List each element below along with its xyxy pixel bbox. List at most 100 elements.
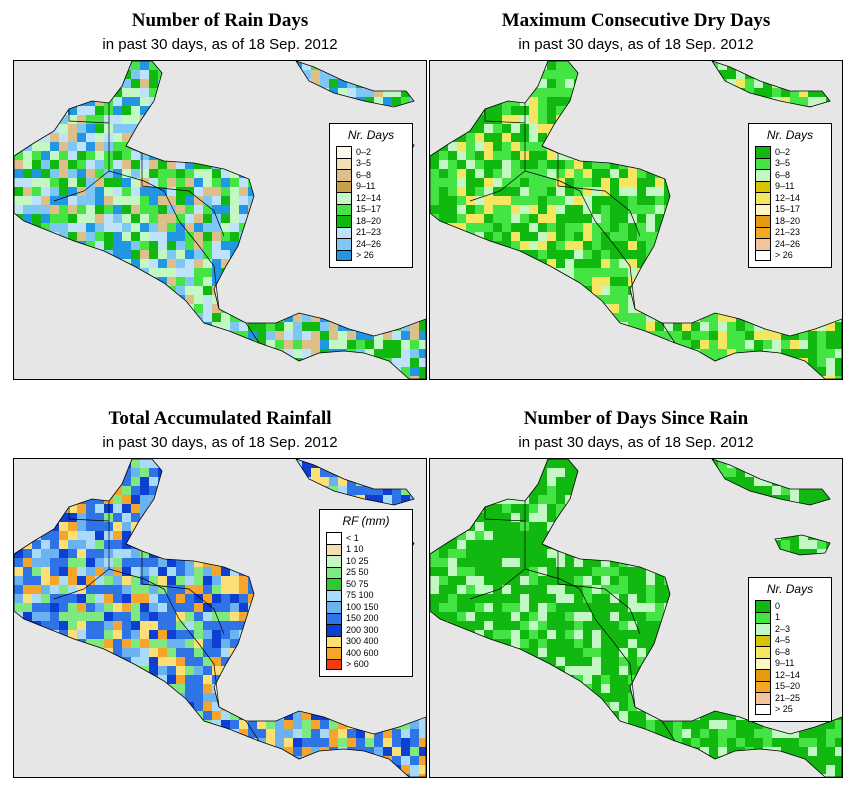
legend-label: < 1 — [346, 532, 359, 543]
legend-swatch — [755, 646, 771, 658]
legend-entry: 200 300 — [326, 624, 406, 636]
legend-entry: 0–2 — [336, 146, 406, 158]
legend-swatch — [755, 611, 771, 623]
panel-days-since-rain: Number of Days Since Rain in past 30 day… — [429, 398, 843, 778]
panel-title: Number of Days Since Rain — [523, 408, 749, 429]
legend-entry: 9–11 — [755, 657, 825, 669]
legend-label: 12–14 — [356, 192, 382, 203]
legend-label: 24–26 — [356, 238, 382, 249]
legend-swatch — [755, 634, 771, 646]
legend-label: 150 200 — [346, 613, 379, 624]
legend-label: 12–14 — [775, 192, 801, 203]
map-legend: Nr. Days 0–2 3–5 6–8 9–11 12–14 15–17 18–20 21–… — [748, 123, 832, 268]
panel-max-dry-days: Maximum Consecutive Dry Days in past 30 … — [429, 0, 843, 380]
legend-entry: 150 200 — [326, 612, 406, 624]
legend-swatch — [336, 180, 352, 192]
legend-entry: 21–25 — [755, 692, 825, 704]
legend-swatch — [326, 658, 342, 670]
legend-swatch — [326, 532, 342, 544]
legend-label: 18–20 — [775, 215, 801, 226]
legend-entry: 4–5 — [755, 634, 825, 646]
legend-swatch — [755, 226, 771, 238]
legend-entry: 21–23 — [336, 226, 406, 238]
legend-swatch — [755, 623, 771, 635]
legend-label: 9–11 — [356, 181, 376, 192]
legend-swatch — [326, 566, 342, 578]
legend-label: 6–8 — [775, 169, 791, 180]
legend-label: 3–5 — [775, 158, 791, 169]
legend-entry: 400 600 — [326, 647, 406, 659]
map-frame: Nr. Days 0–2 3–5 6–8 9–11 12–14 15–17 18–20 21–… — [13, 60, 427, 380]
legend-entry: 15–20 — [755, 680, 825, 692]
legend-swatch — [336, 238, 352, 250]
legend-label: 10 25 — [346, 555, 369, 566]
legend-swatch — [326, 543, 342, 555]
legend-label: 6–8 — [356, 169, 372, 180]
legend-swatch — [326, 578, 342, 590]
map-frame: Nr. Days 0–2 3–5 6–8 9–11 12–14 15–17 18–20 21–… — [429, 60, 843, 380]
legend-label: 1 10 — [346, 544, 364, 555]
map-canvas — [430, 61, 842, 379]
legend-label: 9–11 — [775, 658, 795, 669]
map-canvas — [14, 61, 426, 379]
legend-label: 0 — [775, 600, 781, 611]
legend-label: 200 300 — [346, 624, 379, 635]
legend-entry: 3–5 — [336, 157, 406, 169]
legend-entry: > 26 — [755, 249, 825, 261]
legend-entry: > 26 — [336, 249, 406, 261]
legend-label: 4–5 — [775, 635, 791, 646]
panel-subtitle: in past 30 days, as of 18 Sep. 2012 — [518, 434, 754, 451]
legend-entry: 18–20 — [336, 215, 406, 227]
legend-entry: 50 75 — [326, 578, 406, 590]
legend-swatch — [755, 249, 771, 261]
legend-entry: 6–8 — [755, 646, 825, 658]
legend-swatch — [326, 635, 342, 647]
legend-swatch — [755, 180, 771, 192]
legend-swatch — [336, 157, 352, 169]
legend-label: 15–17 — [775, 204, 801, 215]
legend-swatch — [755, 215, 771, 227]
legend-swatch — [326, 612, 342, 624]
panel-title: Total Accumulated Rainfall — [108, 408, 332, 429]
legend-entry: > 600 — [326, 658, 406, 670]
legend-entry: 300 400 — [326, 635, 406, 647]
legend-entry: 9–11 — [755, 180, 825, 192]
legend-title: RF (mm) — [342, 514, 390, 528]
coastline-and-borders — [14, 61, 426, 379]
legend-swatch — [326, 555, 342, 567]
legend-entry: 18–20 — [755, 215, 825, 227]
coastline-and-borders — [430, 61, 842, 379]
legend-label: 15–17 — [356, 204, 382, 215]
legend-label: > 600 — [346, 659, 369, 670]
panel-subtitle: in past 30 days, as of 18 Sep. 2012 — [102, 434, 338, 451]
legend-swatch — [755, 238, 771, 250]
legend-label: 6–8 — [775, 646, 791, 657]
legend-swatch — [326, 589, 342, 601]
legend-entry: 1 — [755, 611, 825, 623]
legend-entry: 12–14 — [755, 669, 825, 681]
legend-label: 300 400 — [346, 636, 379, 647]
legend-swatch — [755, 146, 771, 158]
legend-label: > 25 — [775, 704, 793, 715]
legend-entry: 25 50 — [326, 566, 406, 578]
legend-entry: 6–8 — [336, 169, 406, 181]
legend-swatch — [336, 226, 352, 238]
legend-entry: 1 10 — [326, 543, 406, 555]
legend-entry: 15–17 — [755, 203, 825, 215]
legend-entry: 21–23 — [755, 226, 825, 238]
legend-label: 0–2 — [356, 146, 372, 157]
legend-entry: 3–5 — [755, 157, 825, 169]
legend-label: 21–23 — [775, 227, 801, 238]
panel-title: Maximum Consecutive Dry Days — [501, 10, 771, 31]
legend-label: 25 50 — [346, 567, 369, 578]
panel-subtitle: in past 30 days, as of 18 Sep. 2012 — [518, 36, 754, 53]
legend-entry: 15–17 — [336, 203, 406, 215]
legend-title: Nr. Days — [766, 128, 814, 142]
legend-swatch — [755, 203, 771, 215]
legend-label: 12–14 — [775, 669, 801, 680]
legend-title: Nr. Days — [766, 582, 814, 596]
legend-label: 2–3 — [775, 623, 791, 634]
legend-label: 50 75 — [346, 578, 369, 589]
legend-swatch — [326, 624, 342, 636]
